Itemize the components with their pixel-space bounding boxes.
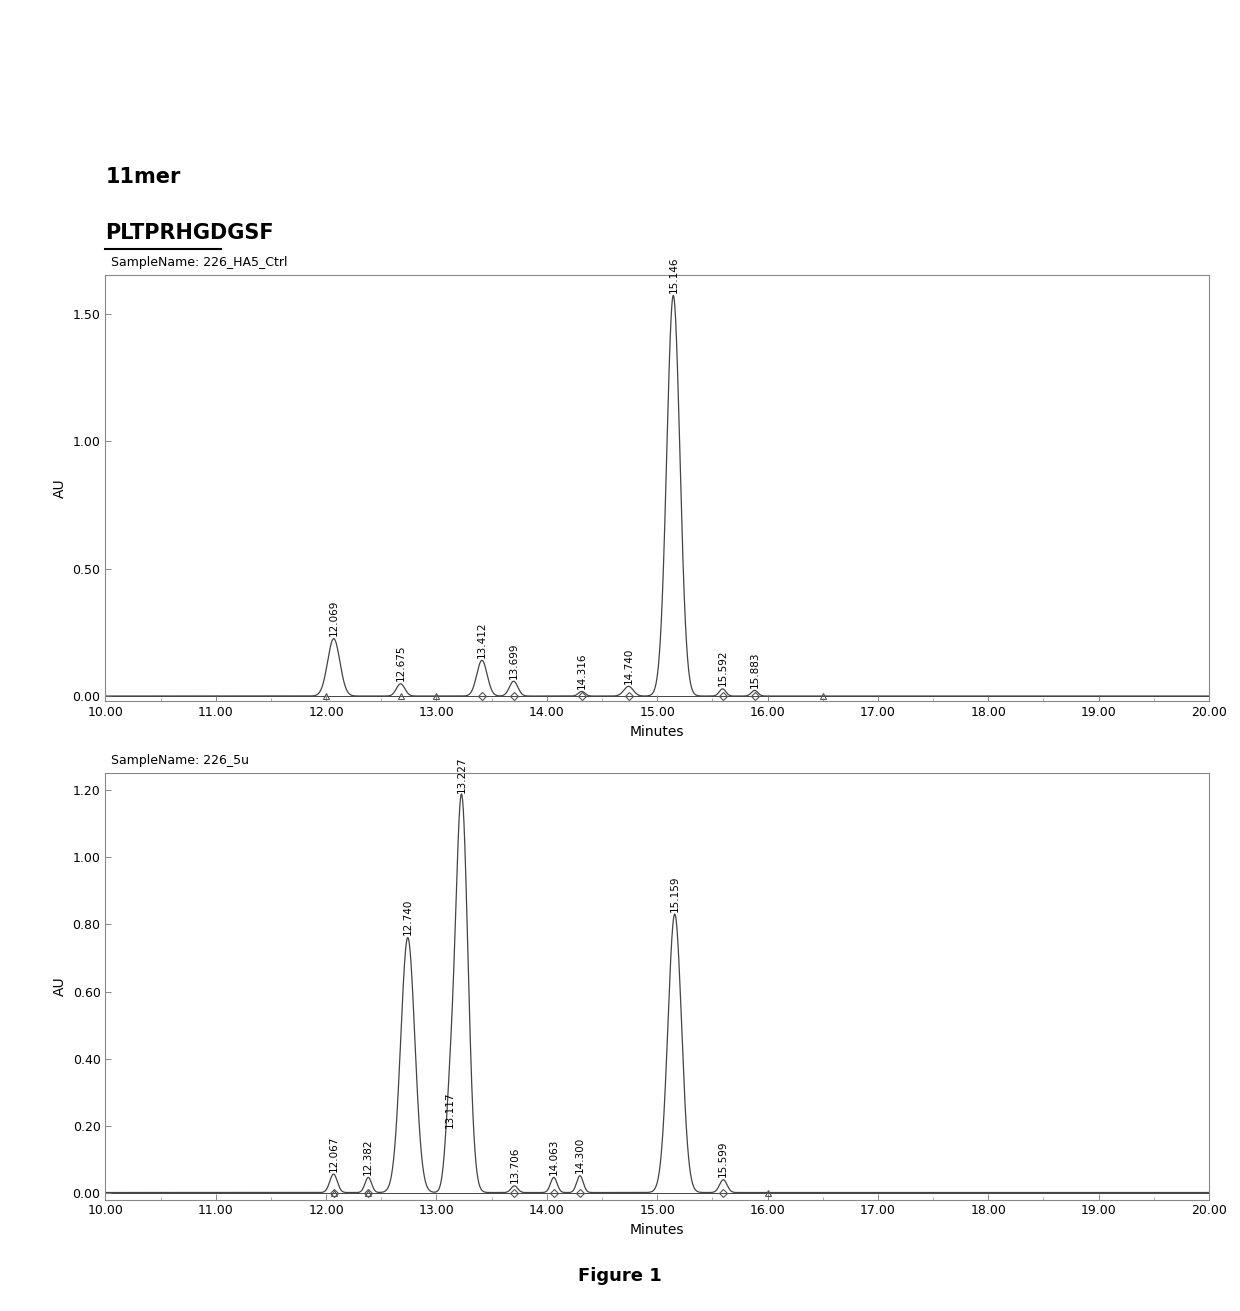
X-axis label: Minutes: Minutes bbox=[630, 1223, 684, 1238]
Text: 15.599: 15.599 bbox=[718, 1141, 728, 1177]
Text: 15.883: 15.883 bbox=[750, 652, 760, 688]
Text: 14.300: 14.300 bbox=[575, 1137, 585, 1173]
Text: 14.316: 14.316 bbox=[577, 653, 587, 688]
Text: 12.740: 12.740 bbox=[403, 899, 413, 935]
Text: 13.699: 13.699 bbox=[508, 642, 518, 679]
Text: 15.592: 15.592 bbox=[718, 650, 728, 687]
Text: 14.740: 14.740 bbox=[624, 648, 634, 684]
Text: 12.382: 12.382 bbox=[363, 1138, 373, 1175]
Text: PLTPRHGDGSF: PLTPRHGDGSF bbox=[105, 223, 274, 243]
Y-axis label: AU: AU bbox=[53, 479, 67, 498]
Text: 12.675: 12.675 bbox=[396, 645, 405, 682]
Text: 15.159: 15.159 bbox=[670, 876, 680, 911]
Text: 14.063: 14.063 bbox=[549, 1139, 559, 1175]
Text: 13.227: 13.227 bbox=[456, 756, 466, 793]
Text: 13.412: 13.412 bbox=[477, 621, 487, 658]
Y-axis label: AU: AU bbox=[53, 977, 67, 996]
Text: 11mer: 11mer bbox=[105, 168, 181, 187]
Text: 12.069: 12.069 bbox=[329, 599, 339, 636]
Text: SampleName: 226_HA5_Ctrl: SampleName: 226_HA5_Ctrl bbox=[110, 256, 288, 269]
Text: SampleName: 226_5u: SampleName: 226_5u bbox=[110, 754, 249, 767]
X-axis label: Minutes: Minutes bbox=[630, 725, 684, 739]
Text: 13.117: 13.117 bbox=[444, 1092, 454, 1127]
Text: 13.706: 13.706 bbox=[510, 1147, 520, 1184]
Text: Figure 1: Figure 1 bbox=[578, 1266, 662, 1285]
Text: 12.067: 12.067 bbox=[329, 1135, 339, 1172]
Text: 15.146: 15.146 bbox=[668, 257, 678, 292]
